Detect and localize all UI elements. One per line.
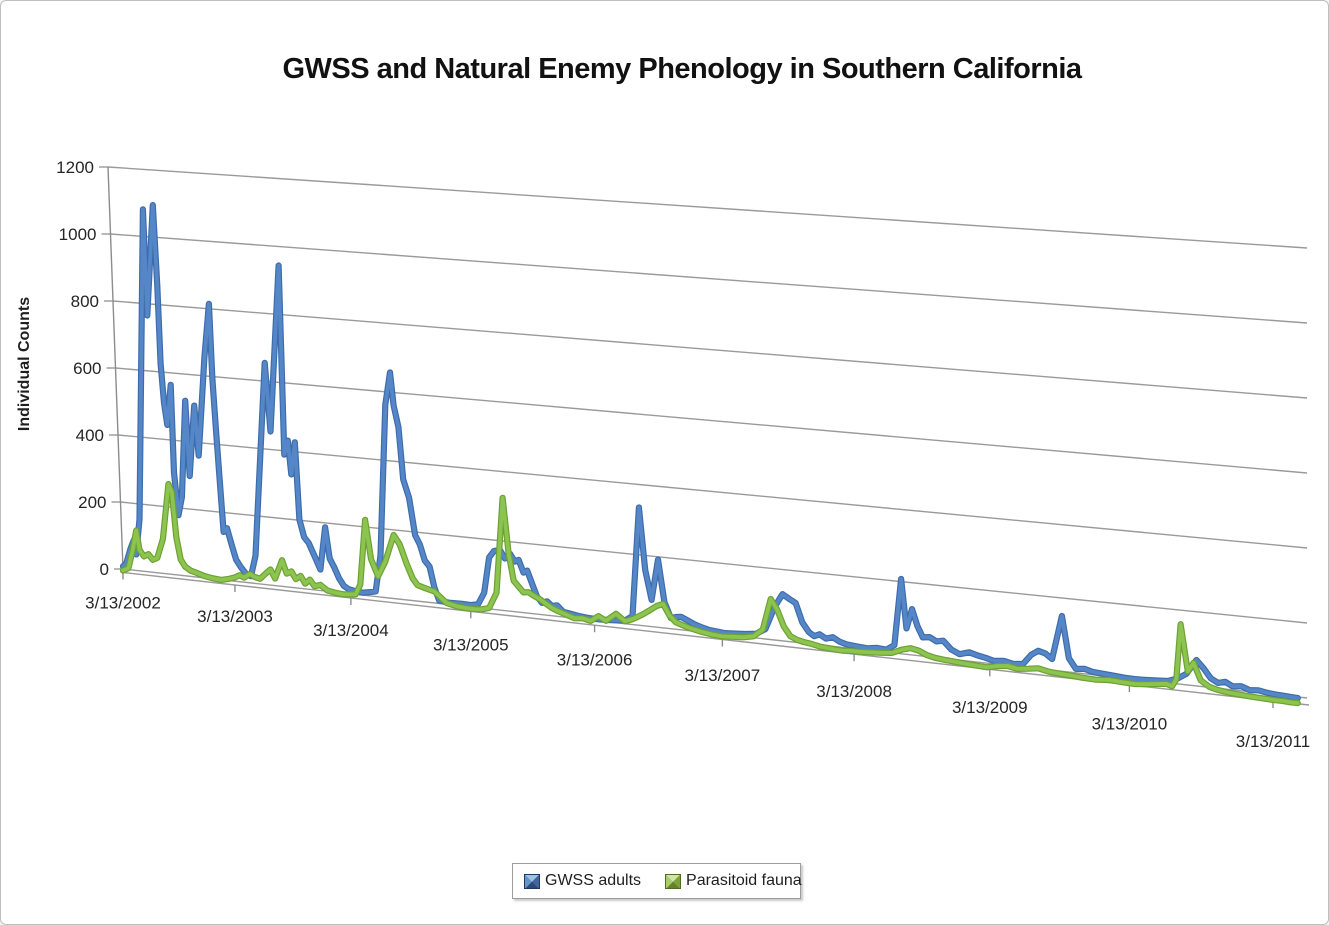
svg-text:3/13/2009: 3/13/2009 [952,698,1028,717]
gwss-adults-series-marker [524,873,540,889]
svg-text:3/13/2011: 3/13/2011 [1236,732,1310,751]
svg-text:3/13/2002: 3/13/2002 [85,594,161,613]
svg-text:3/13/2004: 3/13/2004 [313,621,389,640]
legend-item-gwss-adults: GWSS adults [524,872,641,890]
svg-text:3/13/2010: 3/13/2010 [1092,715,1168,734]
svg-text:0: 0 [100,560,109,579]
svg-text:3/13/2008: 3/13/2008 [816,682,892,701]
svg-text:200: 200 [78,493,106,512]
svg-text:3/13/2006: 3/13/2006 [557,651,633,670]
svg-text:400: 400 [76,426,104,445]
legend-label-gwss-adults: GWSS adults [545,872,642,889]
svg-text:1200: 1200 [56,158,94,177]
svg-text:600: 600 [73,359,101,378]
legend-item-parasitoid-fauna: Parasitoid fauna [665,872,802,890]
chart-title: GWSS and Natural Enemy Phenology in Sout… [282,53,1082,85]
svg-text:800: 800 [71,292,99,311]
svg-text:3/13/2005: 3/13/2005 [433,636,509,655]
svg-text:1000: 1000 [59,225,97,244]
parasitoid-fauna-series-marker [665,873,682,889]
svg-text:3/13/2003: 3/13/2003 [197,607,273,626]
svg-text:3/13/2007: 3/13/2007 [685,666,761,685]
legend-label-parasitoid-fauna: Parasitoid fauna [686,872,802,889]
legend: GWSS adults Parasitoid fauna [512,863,802,899]
